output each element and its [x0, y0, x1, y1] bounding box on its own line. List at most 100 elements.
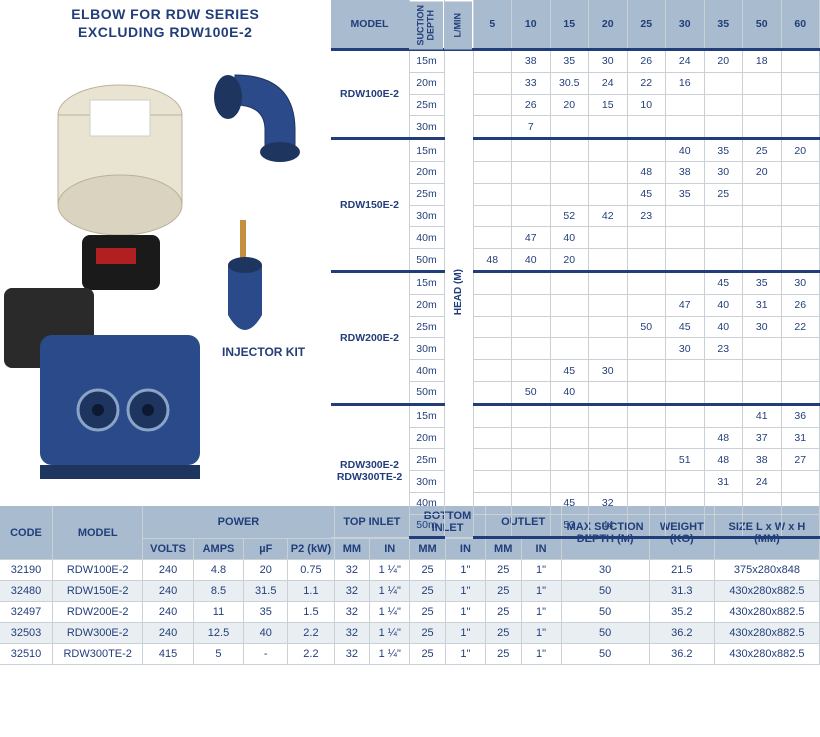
perf-value-cell: 36 — [781, 404, 820, 427]
spec-cell-code: 32497 — [0, 602, 53, 623]
perf-th-35: 35 — [704, 0, 743, 50]
perf-value-cell: 48 — [704, 427, 743, 449]
perf-model-cell: RDW150E-2 — [331, 139, 410, 272]
spec-cell-tiin: 1 ¼" — [370, 602, 410, 623]
perf-depth-cell: 40m — [409, 360, 444, 382]
perf-value-cell: 32 — [589, 492, 628, 514]
spec-cell-w: 31.3 — [649, 581, 714, 602]
perf-value-cell — [589, 183, 628, 205]
perf-value-cell: 31 — [704, 471, 743, 493]
perf-value-cell: 30 — [743, 316, 782, 338]
spec-cell-size: 430x280x882.5 — [714, 581, 819, 602]
perf-value-cell: 40 — [704, 294, 743, 316]
perf-value-cell: 35 — [550, 50, 589, 73]
perf-depth-cell: 25m — [409, 316, 444, 338]
perf-depth-cell: 20m — [409, 427, 444, 449]
spec-cell-biin: 1" — [445, 602, 485, 623]
perf-value-cell — [666, 404, 705, 427]
perf-model-cell: RDW300E-2RDW300TE-2 — [331, 404, 410, 537]
elbow-heading: ELBOW FOR RDW SERIES EXCLUDING RDW100E-2 — [0, 6, 331, 41]
perf-th-15: 15 — [550, 0, 589, 50]
perf-value-cell — [781, 249, 820, 272]
perf-value-cell — [512, 139, 551, 162]
perf-value-cell — [589, 381, 628, 404]
perf-depth-cell: 20m — [409, 72, 444, 94]
spec-cell-w: 36.2 — [649, 644, 714, 665]
perf-value-cell: 20 — [743, 161, 782, 183]
perf-value-cell — [550, 161, 589, 183]
perf-value-cell: 40 — [666, 139, 705, 162]
perf-value-cell — [704, 514, 743, 537]
perf-value-cell: 38 — [666, 161, 705, 183]
perf-value-cell: 24 — [589, 72, 628, 94]
spec-cell-volts: 240 — [143, 602, 193, 623]
perf-value-cell: 30 — [704, 161, 743, 183]
perf-th-20: 20 — [589, 0, 628, 50]
perf-value-cell — [589, 271, 628, 294]
perf-value-cell: 40 — [550, 227, 589, 249]
perf-value-cell: 30 — [589, 50, 628, 73]
perf-value-cell — [473, 116, 512, 139]
perf-value-cell — [473, 205, 512, 227]
spec-cell-maxs: 50 — [561, 644, 649, 665]
spec-cell-bimm: 25 — [410, 560, 446, 581]
spec-cell-biin: 1" — [445, 581, 485, 602]
perf-value-cell — [589, 427, 628, 449]
perf-value-cell — [666, 249, 705, 272]
perf-value-cell — [743, 514, 782, 537]
spec-cell-biin: 1" — [445, 644, 485, 665]
perf-depth-cell: 15m — [409, 50, 444, 73]
perf-th-50: 50 — [743, 0, 782, 50]
spec-cell-amps: 4.8 — [193, 560, 243, 581]
spec-cell-p2: 1.1 — [288, 581, 334, 602]
spec-cell-timm: 32 — [334, 623, 370, 644]
perf-value-cell: 33 — [512, 72, 551, 94]
head-axis-label: HEAD (M) — [453, 269, 464, 315]
spec-cell-code: 32503 — [0, 623, 53, 644]
perf-value-cell — [627, 360, 666, 382]
perf-value-cell — [512, 492, 551, 514]
spec-cell-bimm: 25 — [410, 581, 446, 602]
perf-value-cell: 47 — [666, 294, 705, 316]
spec-th-uf: µF — [244, 539, 288, 560]
spec-cell-oin: 1" — [521, 560, 561, 581]
perf-value-cell: 45 — [627, 183, 666, 205]
perf-value-cell — [666, 471, 705, 493]
perf-value-cell — [627, 294, 666, 316]
spec-cell-volts: 240 — [143, 623, 193, 644]
injector-kit-label: INJECTOR KIT — [222, 345, 305, 359]
spec-cell-volts: 240 — [143, 560, 193, 581]
perf-value-cell — [473, 183, 512, 205]
perf-value-cell: 23 — [627, 205, 666, 227]
perf-value-cell — [704, 116, 743, 139]
perf-depth-cell: 20m — [409, 161, 444, 183]
spec-cell-tiin: 1 ¼" — [370, 581, 410, 602]
perf-value-cell — [704, 72, 743, 94]
perf-value-cell — [781, 183, 820, 205]
perf-value-cell — [743, 492, 782, 514]
perf-depth-cell: 50m — [409, 514, 444, 537]
perf-value-cell: 26 — [512, 94, 551, 116]
spec-cell-bimm: 25 — [410, 623, 446, 644]
perf-depth-cell: 15m — [409, 404, 444, 427]
spec-th-power: POWER — [143, 506, 334, 539]
perf-value-cell: 16 — [666, 72, 705, 94]
perf-depth-cell: 25m — [409, 183, 444, 205]
perf-value-cell: 18 — [743, 50, 782, 73]
spec-th-bi-in: IN — [445, 539, 485, 560]
spec-th-o-in: IN — [521, 539, 561, 560]
perf-value-cell: 30.5 — [550, 72, 589, 94]
perf-depth-cell: 25m — [409, 94, 444, 116]
perf-value-cell — [589, 404, 628, 427]
perf-depth-cell: 20m — [409, 294, 444, 316]
perf-value-cell — [589, 449, 628, 471]
perf-th-60: 60 — [781, 0, 820, 50]
perf-value-cell — [704, 249, 743, 272]
perf-value-cell — [589, 471, 628, 493]
perf-value-cell — [512, 360, 551, 382]
perf-value-cell: 7 — [512, 116, 551, 139]
perf-value-cell: 40 — [550, 381, 589, 404]
perf-value-cell: 52 — [550, 205, 589, 227]
perf-value-cell — [781, 161, 820, 183]
spec-cell-w: 35.2 — [649, 602, 714, 623]
